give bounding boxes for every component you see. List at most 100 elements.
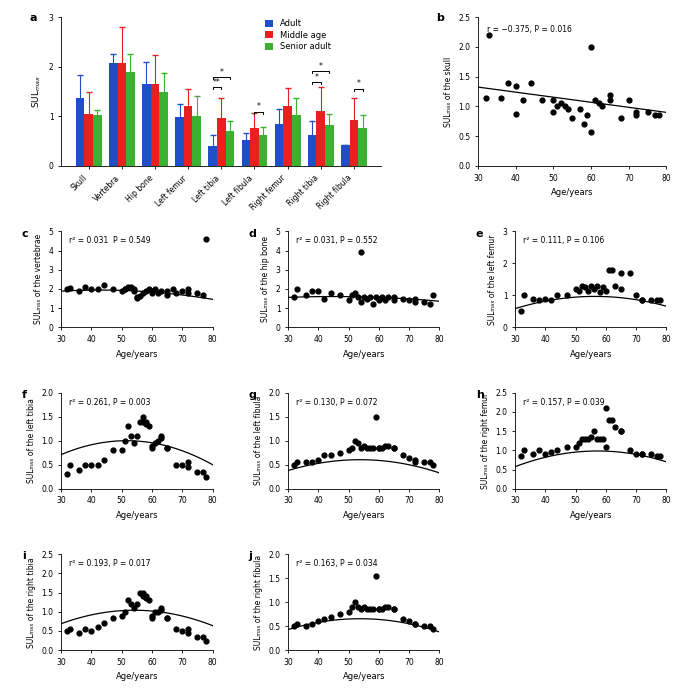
Point [325, 288, 336, 299]
Point [615, 426, 626, 437]
Point [135, 416, 146, 427]
Point [146, 288, 157, 299]
Point [559, 101, 570, 112]
Point [150, 438, 160, 449]
Point [343, 606, 354, 617]
Point [655, 451, 666, 462]
Text: *: * [356, 79, 360, 88]
Point [129, 438, 139, 449]
Point [313, 455, 324, 466]
Point [356, 247, 367, 258]
Point [86, 283, 97, 294]
X-axis label: Age/years: Age/years [570, 511, 612, 520]
Point [356, 442, 367, 453]
Point [146, 442, 157, 453]
Text: i: i [22, 551, 26, 561]
Point [528, 293, 539, 304]
Point [593, 98, 604, 109]
Point [137, 587, 148, 598]
Point [425, 621, 436, 632]
Point [373, 604, 384, 615]
Point [389, 604, 400, 615]
Point [183, 623, 194, 634]
Point [607, 414, 617, 425]
Point [150, 606, 160, 617]
Point [631, 290, 642, 301]
Point [319, 293, 330, 304]
Point [367, 299, 378, 310]
Point [364, 604, 375, 615]
Point [546, 447, 557, 458]
Point [600, 285, 611, 296]
Point [573, 285, 584, 296]
Point [325, 450, 336, 461]
Point [410, 457, 421, 468]
Point [556, 98, 566, 109]
Bar [142, 84, 151, 166]
Point [62, 283, 73, 294]
Point [343, 295, 354, 306]
Point [579, 433, 590, 444]
Point [358, 291, 369, 302]
Point [588, 283, 599, 294]
Point [146, 610, 157, 621]
Point [156, 603, 167, 614]
Point [107, 283, 118, 294]
Point [598, 433, 609, 444]
Point [377, 604, 388, 615]
Point [122, 594, 133, 605]
Point [119, 283, 130, 294]
Point [352, 438, 363, 449]
Point [350, 436, 360, 447]
Point [389, 291, 400, 302]
Bar [84, 114, 93, 166]
Point [519, 445, 530, 456]
Bar [259, 135, 267, 166]
Point [367, 442, 378, 453]
Point [404, 452, 415, 463]
Point [646, 294, 657, 305]
Point [576, 433, 587, 444]
Point [119, 436, 130, 447]
Point [131, 599, 142, 610]
Point [534, 294, 545, 305]
Point [137, 591, 148, 602]
Text: c: c [22, 228, 29, 239]
Text: r² = 0.031  P = 0.549: r² = 0.031 P = 0.549 [69, 236, 150, 245]
Point [307, 619, 318, 630]
Point [171, 288, 182, 299]
Point [528, 449, 539, 460]
Text: *: * [257, 103, 260, 111]
Point [92, 460, 103, 471]
Point [576, 280, 587, 291]
Point [116, 286, 127, 297]
Point [510, 109, 521, 120]
Point [526, 77, 537, 88]
Bar [325, 125, 334, 166]
Point [552, 290, 563, 301]
Point [642, 107, 653, 118]
Bar [93, 115, 101, 166]
Text: b: b [437, 13, 445, 23]
Point [510, 80, 521, 91]
X-axis label: Age/years: Age/years [116, 511, 158, 520]
Point [517, 95, 528, 106]
Point [598, 282, 609, 293]
Point [183, 288, 194, 299]
Point [551, 101, 562, 112]
Point [609, 280, 620, 291]
Point [141, 593, 152, 604]
Point [398, 293, 409, 304]
Point [62, 625, 73, 636]
Point [131, 292, 142, 303]
Text: j: j [249, 551, 253, 561]
Text: f: f [22, 390, 27, 400]
Point [600, 402, 611, 413]
Point [625, 268, 636, 279]
Point [80, 281, 91, 292]
Point [198, 289, 209, 300]
Bar [184, 107, 192, 166]
Point [515, 306, 526, 317]
Text: a: a [29, 13, 37, 23]
Point [98, 455, 109, 466]
